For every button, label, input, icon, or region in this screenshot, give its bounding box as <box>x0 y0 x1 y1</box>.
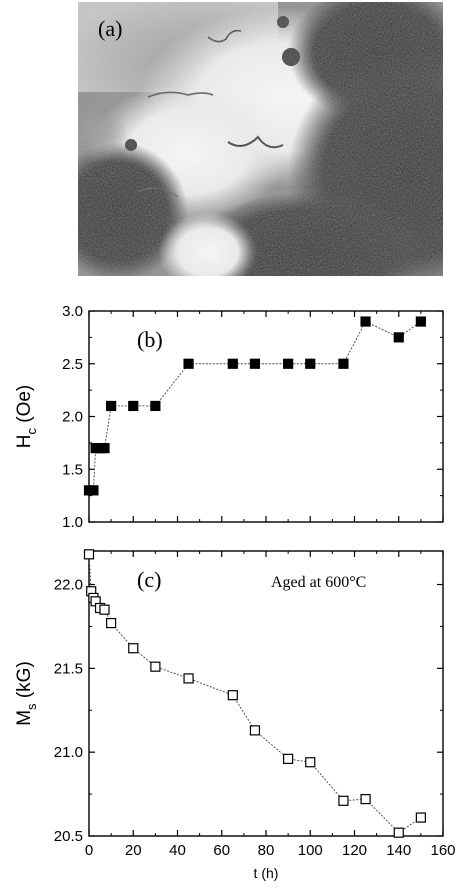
x-tick-label-c: 80 <box>258 842 275 859</box>
y-axis-label-c: Ms (kG) <box>14 661 39 726</box>
data-point-c <box>227 690 238 701</box>
y-tick-label-b: 2.5 <box>62 356 83 373</box>
data-point-b <box>283 358 294 369</box>
y-axis-label-subscript-c: s <box>24 703 39 710</box>
data-point-b <box>106 400 117 412</box>
panel-label-b: (b) <box>137 327 163 352</box>
y-tick-label-b: 1.0 <box>62 514 83 531</box>
data-point-c <box>106 617 117 629</box>
data-point-b <box>415 316 426 327</box>
y-tick-label-c: 21.5 <box>54 660 83 677</box>
x-tick-label-c: 160 <box>430 842 455 859</box>
x-tick-label-c: 40 <box>169 842 186 859</box>
data-point-b <box>249 358 261 369</box>
data-point-b <box>305 358 316 369</box>
y-tick-label-b: 3.0 <box>62 303 83 320</box>
data-point-c <box>83 549 95 560</box>
data-point-b <box>150 400 161 412</box>
data-point-c <box>338 795 349 806</box>
data-point-c <box>128 643 139 654</box>
data-point-c <box>249 725 261 736</box>
series-line-c <box>88 554 422 834</box>
y-tick-label-b: 1.5 <box>62 461 83 478</box>
chart-c: 20.5 21.0 21.5 22.0 0 20 40 60 80 100 120 140 160 Ms … <box>14 549 456 881</box>
y-axis-label-b: Hc (Oe) <box>14 385 39 449</box>
y-tick-label-c: 21.0 <box>54 744 83 761</box>
data-point-b <box>88 485 99 496</box>
data-point-c <box>99 604 110 615</box>
y-axis-label-main-b: H <box>14 435 35 449</box>
data-point-b <box>360 316 371 327</box>
data-point-b <box>338 358 349 369</box>
plot-frame-c <box>88 550 444 837</box>
data-point-b <box>227 358 238 369</box>
data-point-c <box>415 812 426 823</box>
y-tick-label-c: 20.5 <box>54 828 83 845</box>
chart-b: 1.0 1.5 2.0 2.5 3.0 Hc (Oe) (b) <box>14 303 444 531</box>
panel-a-label: (a) <box>98 16 122 41</box>
y-axis-label-unit-b: (Oe) <box>14 385 35 428</box>
data-point-c <box>150 661 161 672</box>
y-axis-label-subscript-b: c <box>24 428 39 435</box>
x-tick-label-c: 140 <box>386 842 411 859</box>
data-point-c <box>360 794 371 805</box>
data-point-c <box>283 753 294 764</box>
panel-label-c: (c) <box>137 567 161 592</box>
data-point-b <box>393 332 404 343</box>
x-tick-label-c: 120 <box>342 842 367 859</box>
data-point-c <box>305 757 316 768</box>
x-tick-label-c: 100 <box>298 842 323 859</box>
data-point-b <box>183 358 194 369</box>
x-tick-label-c: 0 <box>85 842 93 859</box>
micrograph-image: (a) <box>78 2 443 276</box>
data-point-c <box>393 827 404 838</box>
y-tick-label-b: 2.0 <box>62 409 83 426</box>
data-point-b <box>128 400 139 412</box>
data-point-c <box>183 673 194 684</box>
y-axis-label-main-c: M <box>14 710 35 726</box>
y-tick-label-c: 22.0 <box>54 577 83 594</box>
x-tick-label-c: 20 <box>125 842 142 859</box>
y-axis-label-unit-c: (kG) <box>14 661 35 703</box>
x-tick-label-c: 60 <box>213 842 230 859</box>
data-point-b <box>99 443 110 454</box>
annotation-c: Aged at 600°C <box>271 574 366 591</box>
x-axis-label-c: t (h) <box>254 865 279 881</box>
